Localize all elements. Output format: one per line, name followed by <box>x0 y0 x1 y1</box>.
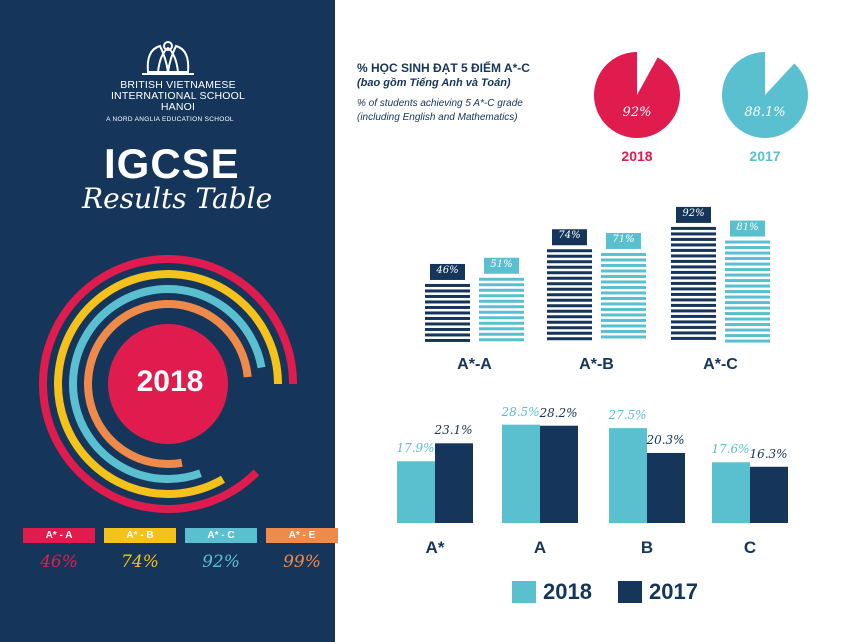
bar-value-tag <box>606 232 641 249</box>
bar-2018-B <box>609 428 647 523</box>
center-circle <box>108 324 228 444</box>
pie-value-label: 92% <box>622 105 652 120</box>
bar-value-tag <box>676 206 711 223</box>
category-label: A*-C <box>703 356 738 373</box>
bar-value-label: 46% <box>436 264 459 276</box>
badge-label: A* - E <box>266 528 338 543</box>
page-subtitle: Results Table <box>82 182 273 215</box>
badge-label: A* - B <box>104 528 176 543</box>
bar-value-label: 71% <box>612 233 635 245</box>
bar-2018-A*-A <box>425 283 470 342</box>
legend-swatch-2018 <box>512 581 536 603</box>
school-name-line1: BRITISH VIETNAMESE <box>120 79 236 91</box>
bar-2017-B <box>647 452 685 523</box>
school-name-line2: INTERNATIONAL SCHOOL <box>110 90 246 102</box>
legend-swatch-2017 <box>618 581 642 603</box>
bar-value-label: 20.3% <box>646 432 685 447</box>
pie-slice-2017 <box>721 52 808 139</box>
legend-label: 2018 <box>543 579 592 604</box>
bar-value-tag <box>430 263 465 280</box>
pct-subtitle-en: (including English and Mathematics) <box>357 112 518 123</box>
category-label: A* <box>425 538 445 557</box>
ring-arc-2 <box>69 285 266 483</box>
category-label: A*-A <box>457 356 492 373</box>
ring-arc-1 <box>54 270 282 498</box>
legend-label: 2017 <box>649 579 698 604</box>
bar-value-label: 23.1% <box>434 423 473 438</box>
badge-value: 92% <box>202 552 240 572</box>
school-tagline: A NORD ANGLIA EDUCATION SCHOOL <box>106 116 234 123</box>
bar-2018-A*-B <box>547 249 592 341</box>
pie-year-label: 2017 <box>749 148 781 164</box>
bar-value-tag <box>552 229 587 246</box>
bar-value-label: 28.2% <box>539 405 578 420</box>
bar-value-label: 27.5% <box>608 408 647 423</box>
bar-value-label: 16.3% <box>749 446 788 461</box>
bar-value-label: 28.5% <box>501 404 540 419</box>
ring-arc-3 <box>84 300 252 468</box>
bar-value-label: 81% <box>736 221 759 233</box>
category-label: A*-B <box>579 356 614 373</box>
bar-2017-A*-B <box>601 252 646 339</box>
bar-2017-A <box>540 425 578 523</box>
category-label: A <box>533 538 547 557</box>
pie-value-label: 88.1% <box>744 105 786 120</box>
ring-arc-0 <box>39 255 297 513</box>
bar-2017-A* <box>435 443 473 523</box>
badge-value: 74% <box>121 552 159 572</box>
pct-title-en: % of students achieving 5 A*-C grade <box>357 98 523 109</box>
category-label: C <box>743 538 757 557</box>
badge-value: 99% <box>283 552 321 572</box>
bar-2017-A*-C <box>725 240 770 343</box>
bar-value-label: 17.6% <box>711 442 750 457</box>
bar-value-tag <box>730 220 765 237</box>
badge-value: 46% <box>40 552 78 572</box>
pie-year-label: 2018 <box>621 148 653 164</box>
bar-value-label: 74% <box>558 230 581 242</box>
badge-label: A* - A <box>23 528 95 543</box>
center-year: 2018 <box>136 365 204 398</box>
pct-title-vi: % HỌC SINH ĐẠT 5 ĐIỂM A*-C <box>357 61 530 75</box>
page-title: IGCSE <box>104 140 240 187</box>
bar-2018-A*-C <box>671 226 716 340</box>
bar-value-tag <box>484 257 519 274</box>
bar-2017-C <box>750 466 788 523</box>
bar-value-label: 92% <box>682 207 705 219</box>
school-name-line3: HANOI <box>160 101 196 113</box>
bar-2018-A <box>502 424 540 523</box>
pct-subtitle-vi: (bao gồm Tiếng Anh và Toán) <box>357 77 511 89</box>
bar-2018-C <box>712 462 750 523</box>
bar-value-label: 17.9% <box>396 441 435 456</box>
pie-slice-2018 <box>594 52 680 139</box>
bar-2018-A* <box>397 461 435 523</box>
bar-2017-A*-A <box>479 277 524 342</box>
category-label: B <box>640 538 654 557</box>
bar-value-label: 51% <box>490 258 513 270</box>
badge-label: A* - C <box>185 528 257 543</box>
